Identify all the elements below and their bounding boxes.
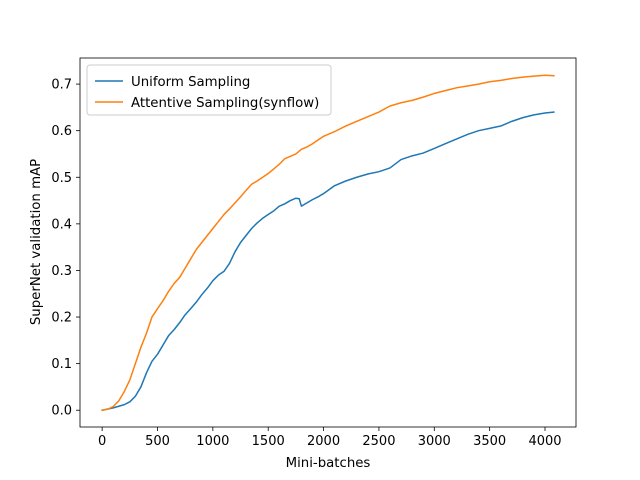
y-tick-label: 0.7 bbox=[51, 78, 72, 93]
y-tick-label: 0.4 bbox=[51, 217, 72, 232]
legend-label-2: Attentive Sampling(synflow) bbox=[131, 96, 319, 111]
y-axis-ticks: 0.0 0.1 0.2 0.3 0.4 0.5 0.6 0.7 bbox=[51, 78, 80, 419]
x-tick-label: 1000 bbox=[196, 434, 229, 449]
series-line-2 bbox=[101, 74, 555, 412]
x-tick-label: 3500 bbox=[473, 434, 506, 449]
x-tick-label: 2500 bbox=[362, 434, 395, 449]
y-tick-label: 0.6 bbox=[51, 124, 72, 139]
x-tick-label: 500 bbox=[145, 434, 170, 449]
legend: Uniform Sampling Attentive Sampling(synfl… bbox=[86, 64, 332, 116]
y-tick-label: 0.5 bbox=[51, 171, 72, 186]
legend-box bbox=[86, 64, 332, 116]
y-tick-label: 0.2 bbox=[51, 311, 72, 326]
x-tick-label: 1500 bbox=[252, 434, 285, 449]
plot-background bbox=[80, 58, 576, 427]
legend-label-1: Uniform Sampling bbox=[131, 75, 250, 90]
series-line-1 bbox=[101, 111, 555, 412]
y-axis-label: SuperNet validation mAP bbox=[29, 159, 44, 325]
x-axis-ticks: 0 500 1000 1500 2000 2500 3000 3500 4000 bbox=[98, 427, 562, 449]
plot-area bbox=[79, 57, 577, 428]
x-tick-label: 4000 bbox=[528, 434, 561, 449]
x-tick-label: 3000 bbox=[418, 434, 451, 449]
axes-frame bbox=[79, 57, 577, 428]
x-axis-label: Mini-batches bbox=[286, 456, 371, 471]
x-tick-label: 0 bbox=[98, 434, 106, 449]
y-tick-label: 0.0 bbox=[51, 404, 72, 419]
y-tick-label: 0.1 bbox=[51, 357, 72, 372]
x-tick-label: 2000 bbox=[307, 434, 340, 449]
y-tick-label: 0.3 bbox=[51, 264, 72, 279]
